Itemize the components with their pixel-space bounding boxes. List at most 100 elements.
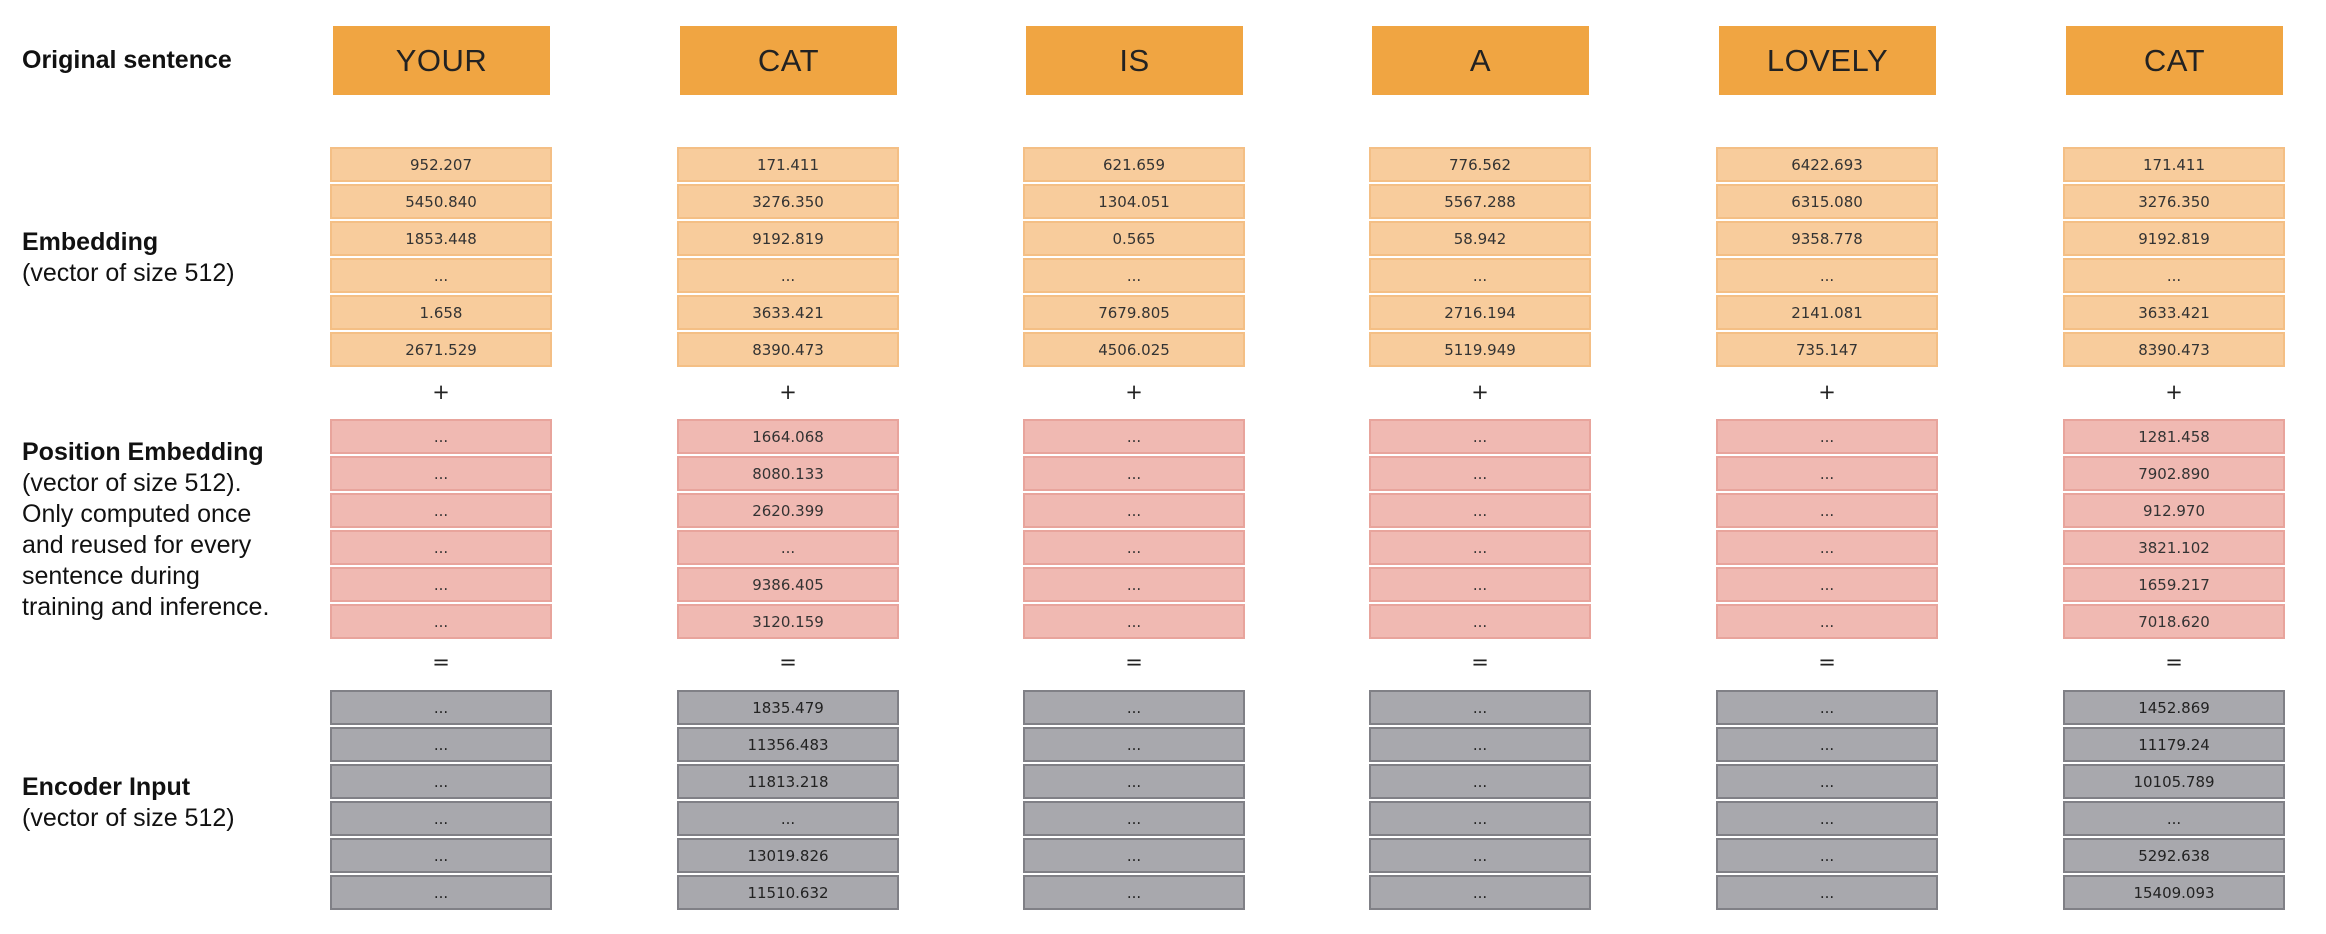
encoder-input-vector-cell: ... <box>1023 727 1245 762</box>
embedding-vector-cell: ... <box>330 258 552 293</box>
encoder-input-vector-cell: ... <box>330 690 552 725</box>
encoder-input-vector-cell: ... <box>1369 690 1591 725</box>
position-embedding-vector: 1281.458 7902.890 912.970 3821.102 1659.217 7… <box>2063 419 2285 639</box>
encoder-input-vector-cell: 11813.218 <box>677 764 899 799</box>
position-embedding-vector-cell: ... <box>1716 456 1938 491</box>
position-embedding-vector-cell: ... <box>1369 493 1591 528</box>
embedding-vector: 952.207 5450.840 1853.448... 1.658 2671.529 <box>330 147 552 367</box>
embedding-vector-cell: ... <box>677 258 899 293</box>
position-embedding-vector-cell: 2620.399 <box>677 493 899 528</box>
embedding-subtitle: (vector of size 512) <box>22 259 235 287</box>
encoder-input-vector-cell: ... <box>330 875 552 910</box>
encoder-input-vector-cell: ... <box>1369 801 1591 836</box>
encoder-input-vector-cell: ... <box>1716 690 1938 725</box>
encoder-input-label: Encoder Input (vector of size 512) <box>22 772 235 834</box>
token-word-box: CAT <box>680 26 897 95</box>
token-word-box: YOUR <box>333 26 550 95</box>
embedding-vector-cell: 1304.051 <box>1023 184 1245 219</box>
position-embedding-vector: .................. <box>1023 419 1245 639</box>
equals-sign: = <box>1125 650 1143 674</box>
embedding-vector-cell: 6422.693 <box>1716 147 1938 182</box>
embedding-vector-cell: 952.207 <box>330 147 552 182</box>
plus-sign: + <box>1471 380 1489 404</box>
embedding-vector-cell: 3276.350 <box>677 184 899 219</box>
embedding-vector: 776.562 5567.288 58.942... 2716.194 5119.949 <box>1369 147 1591 367</box>
position-embedding-vector-cell: 8080.133 <box>677 456 899 491</box>
encoder-input-vector: .................. <box>1023 690 1245 910</box>
plus-sign: + <box>2165 380 2183 404</box>
encoder-input-vector: .................. <box>1369 690 1591 910</box>
position-embedding-vector-cell: ... <box>330 493 552 528</box>
embedding-vector: 621.659 1304.051 0.565... 7679.805 4506.025 <box>1023 147 1245 367</box>
position-embedding-vector: 1664.068 8080.133 2620.399... 9386.405 3120.… <box>677 419 899 639</box>
encoder-input-vector-cell: ... <box>1716 801 1938 836</box>
token-column: IS 621.659 1304.051 0.565... 7679.805 4506.02… <box>1023 0 1245 934</box>
encoder-input-vector-cell: 11356.483 <box>677 727 899 762</box>
encoder-input-vector-cell: ... <box>1023 838 1245 873</box>
encoder-input-vector-cell: ... <box>1369 838 1591 873</box>
embedding-vector-cell: 8390.473 <box>2063 332 2285 367</box>
encoder-input-vector: 1452.869 11179.24 10105.789... 5292.638 1540… <box>2063 690 2285 910</box>
position-embedding-vector-cell: ... <box>330 419 552 454</box>
position-embedding-vector-cell: 1281.458 <box>2063 419 2285 454</box>
equals-sign: = <box>1471 650 1489 674</box>
position-embedding-label: Position Embedding (vector of size 512).… <box>22 437 269 623</box>
position-embedding-vector-cell: ... <box>1369 567 1591 602</box>
position-embedding-vector-cell: 912.970 <box>2063 493 2285 528</box>
position-embedding-vector-cell: ... <box>1023 456 1245 491</box>
encoder-input-vector-cell: 1835.479 <box>677 690 899 725</box>
embedding-vector-cell: 8390.473 <box>677 332 899 367</box>
position-embedding-subtitle-line: sentence during <box>22 562 200 590</box>
position-embedding-vector-cell: ... <box>1716 567 1938 602</box>
embedding-vector-cell: 3276.350 <box>2063 184 2285 219</box>
embedding-vector-cell: 3633.421 <box>677 295 899 330</box>
encoder-input-vector-cell: ... <box>1716 838 1938 873</box>
encoder-input-vector: .................. <box>330 690 552 910</box>
embedding-vector: 171.411 3276.350 9192.819... 3633.421 8390.4… <box>2063 147 2285 367</box>
encoder-input-vector-cell: ... <box>2063 801 2285 836</box>
embedding-vector-cell: 621.659 <box>1023 147 1245 182</box>
equals-sign: = <box>779 650 797 674</box>
embedding-vector-cell: 0.565 <box>1023 221 1245 256</box>
token-word-box: A <box>1372 26 1589 95</box>
plus-sign: + <box>432 380 450 404</box>
encoder-input-vector-cell: ... <box>1716 764 1938 799</box>
token-column: YOUR 952.207 5450.840 1853.448... 1.658 2671.… <box>330 0 552 934</box>
position-embedding-vector-cell: ... <box>1369 456 1591 491</box>
encoder-input-vector: .................. <box>1716 690 1938 910</box>
position-embedding-vector-cell: ... <box>330 604 552 639</box>
embedding-vector-cell: 776.562 <box>1369 147 1591 182</box>
embedding-vector-cell: 2141.081 <box>1716 295 1938 330</box>
embedding-vector-cell: 5567.288 <box>1369 184 1591 219</box>
equals-sign: = <box>1818 650 1836 674</box>
position-embedding-vector-cell: 3120.159 <box>677 604 899 639</box>
encoder-input-vector-cell: ... <box>330 764 552 799</box>
embedding-vector-cell: 3633.421 <box>2063 295 2285 330</box>
encoder-input-vector-cell: 11510.632 <box>677 875 899 910</box>
encoder-input-vector-cell: ... <box>1716 727 1938 762</box>
embedding-vector-cell: 1853.448 <box>330 221 552 256</box>
encoder-input-vector-cell: ... <box>330 727 552 762</box>
embedding-title: Embedding <box>22 228 159 256</box>
encoder-input-vector-cell: 13019.826 <box>677 838 899 873</box>
position-embedding-vector-cell: 1659.217 <box>2063 567 2285 602</box>
embedding-vector-cell: ... <box>1369 258 1591 293</box>
equals-sign: = <box>2165 650 2183 674</box>
embedding-vector-cell: 171.411 <box>2063 147 2285 182</box>
position-embedding-vector-cell: ... <box>677 530 899 565</box>
encoder-input-vector-cell: ... <box>1023 875 1245 910</box>
position-embedding-vector-cell: ... <box>330 530 552 565</box>
encoder-input-vector-cell: 5292.638 <box>2063 838 2285 873</box>
token-column: A 776.562 5567.288 58.942... 2716.194 5119.94… <box>1369 0 1591 934</box>
embedding-vector-cell: 58.942 <box>1369 221 1591 256</box>
embedding-vector-cell: 9192.819 <box>2063 221 2285 256</box>
token-column: CAT 171.411 3276.350 9192.819... 3633.421 839… <box>677 0 899 934</box>
embedding-vector-cell: ... <box>2063 258 2285 293</box>
position-embedding-vector-cell: ... <box>1023 419 1245 454</box>
position-embedding-vector-cell: 1664.068 <box>677 419 899 454</box>
embedding-vector-cell: ... <box>1023 258 1245 293</box>
encoder-input-vector-cell: 11179.24 <box>2063 727 2285 762</box>
position-embedding-vector-cell: ... <box>1023 530 1245 565</box>
equals-sign: = <box>432 650 450 674</box>
position-embedding-vector-cell: ... <box>1023 493 1245 528</box>
